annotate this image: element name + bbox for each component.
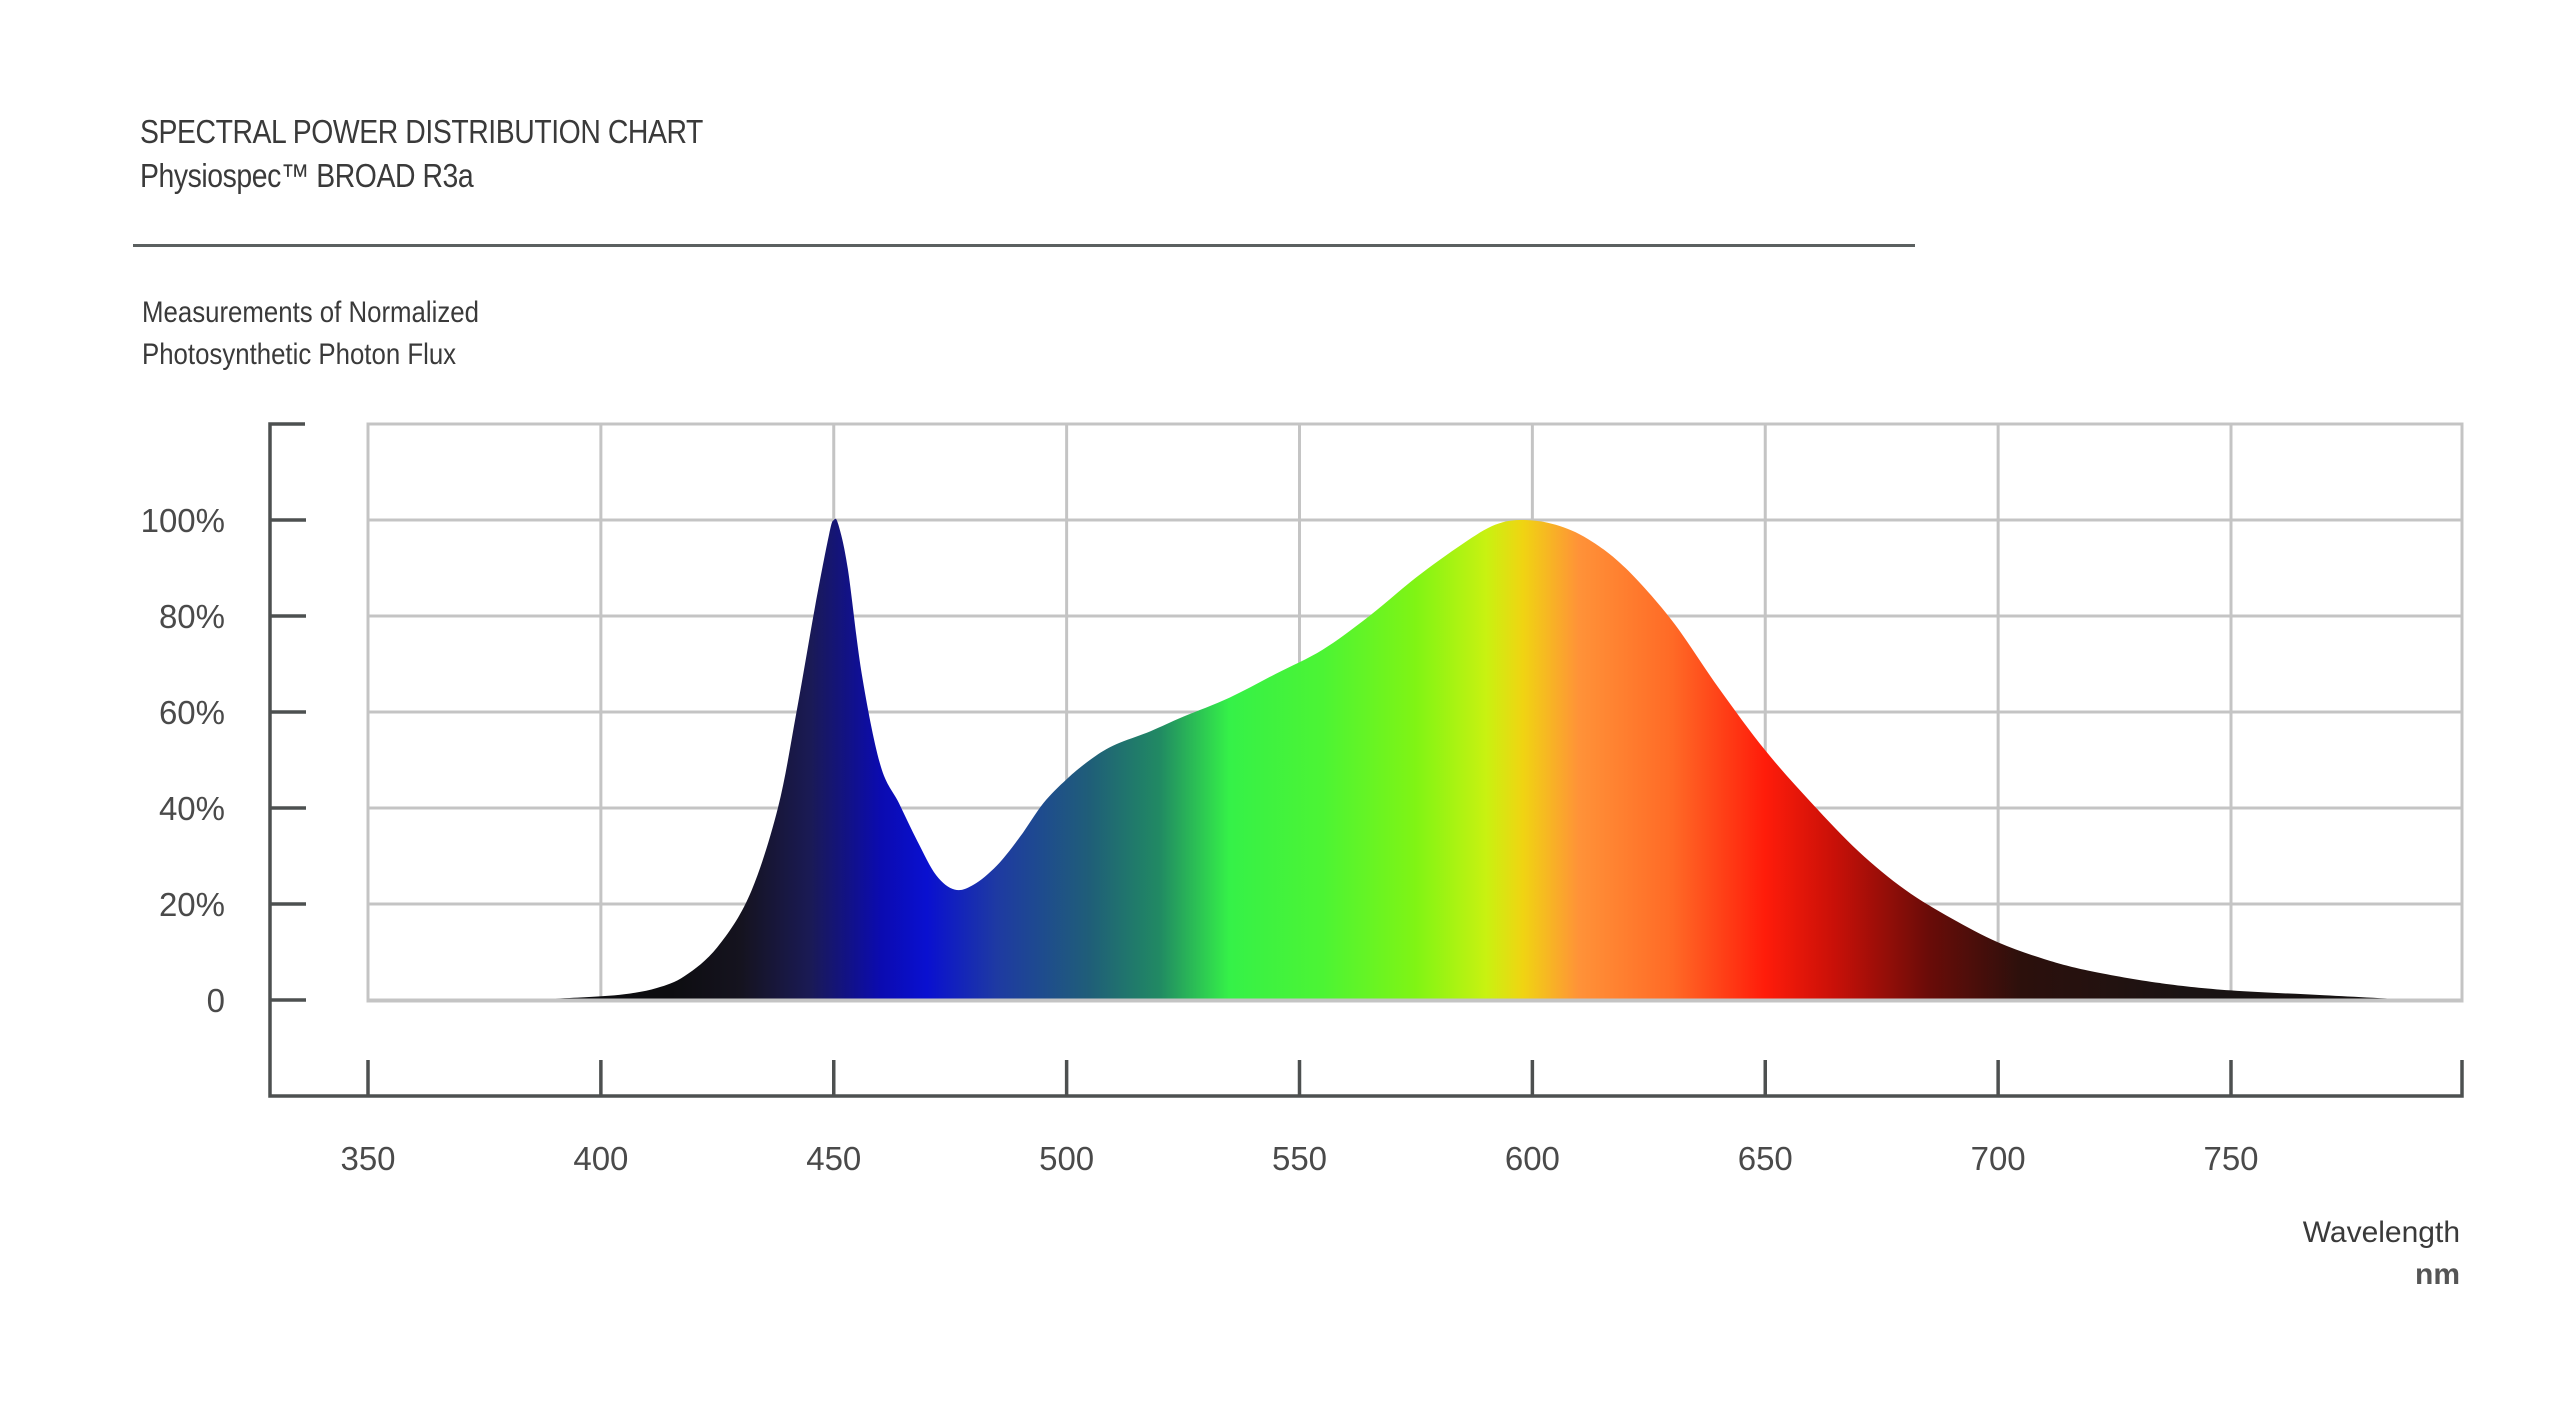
x-tick-label: 550 [1272, 1140, 1327, 1177]
chart-title: SPECTRAL POWER DISTRIBUTION CHART [140, 113, 703, 150]
x-tick-label: 600 [1505, 1140, 1560, 1177]
y-axis-label-line-2: Photosynthetic Photon Flux [142, 338, 457, 371]
spectrum-area [507, 518, 2418, 1000]
x-axis-title: Wavelength [2302, 1216, 2460, 1249]
y-tick-label: 100% [141, 502, 225, 539]
x-tick-label: 650 [1738, 1140, 1793, 1177]
chart-title-block: SPECTRAL POWER DISTRIBUTION CHART Physio… [140, 110, 703, 198]
tick-labels: 0 20% 40% 60% 80% 100% 350 400 450 500 550 600 650 70… [141, 502, 2259, 1177]
x-tick-label: 400 [573, 1140, 628, 1177]
axis-frame [268, 422, 2464, 1098]
title-divider [133, 244, 1915, 247]
y-tick-label: 20% [159, 886, 225, 923]
axes [268, 422, 2464, 1098]
x-tick-label: 450 [806, 1140, 861, 1177]
y-tick-label: 0 [207, 982, 225, 1019]
x-axis-unit: nm [2415, 1258, 2460, 1291]
chart-subtitle: Physiospec™ BROAD R3a [140, 157, 474, 194]
y-tick-label: 80% [159, 598, 225, 635]
y-tick-label: 60% [159, 694, 225, 731]
x-tick-label: 500 [1039, 1140, 1094, 1177]
x-tick-label: 350 [340, 1140, 395, 1177]
y-axis-label: Measurements of Normalized Photosyntheti… [142, 292, 479, 376]
y-tick-label: 40% [159, 790, 225, 827]
x-tick-label: 750 [2203, 1140, 2258, 1177]
x-tick-label: 700 [1971, 1140, 2026, 1177]
x-axis-label: Wavelength nm [2303, 1212, 2460, 1296]
y-axis-label-line-1: Measurements of Normalized [142, 296, 479, 329]
